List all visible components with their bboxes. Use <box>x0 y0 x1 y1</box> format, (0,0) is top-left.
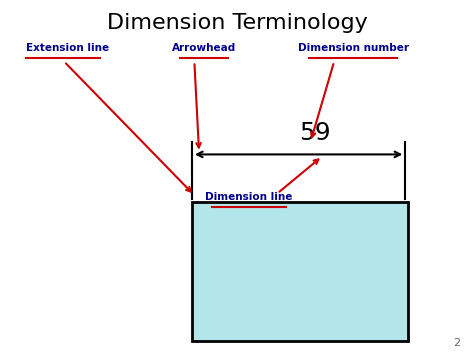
Text: Dimension Terminology: Dimension Terminology <box>107 13 367 33</box>
Text: Dimension line: Dimension line <box>205 192 292 202</box>
Bar <box>192 202 408 341</box>
Text: 2: 2 <box>453 338 460 348</box>
Text: 59: 59 <box>300 121 331 145</box>
Text: Dimension number: Dimension number <box>298 43 409 53</box>
Text: Arrowhead: Arrowhead <box>172 43 236 53</box>
Text: Extension line: Extension line <box>26 43 109 53</box>
